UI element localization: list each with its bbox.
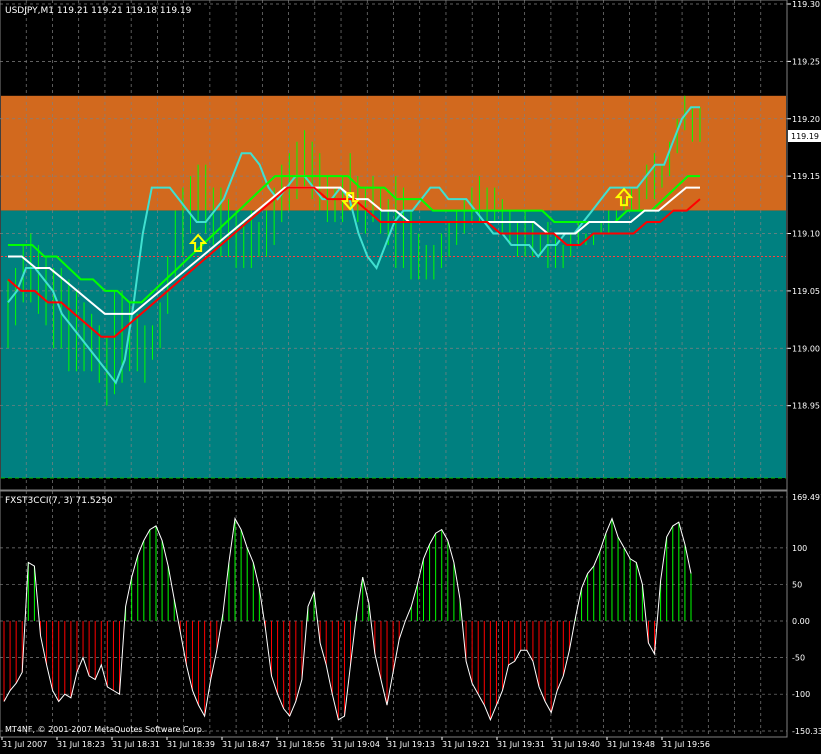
cci-tick-label: 169.491 (792, 493, 821, 502)
price-tick-label: 118.95 (792, 402, 820, 411)
time-label: 31 Jul 19:04 (332, 740, 380, 749)
time-label: 31 Jul 19:56 (662, 740, 710, 749)
price-bars (7, 95, 701, 406)
price-tick-label: 119.15 (792, 172, 820, 181)
time-label: 31 Jul 19:13 (387, 740, 435, 749)
cci-panel: 169.491 100 50 0.00 -50 -100 -150.331 FXST3CCI… (0, 490, 821, 738)
cci-title: FXST3CCI(7, 3) 71.5250 (5, 496, 113, 506)
time-label: 31 Jul 2007 (2, 740, 47, 749)
cci-tick-label: 0.00 (792, 617, 810, 626)
time-label: 31 Jul 19:31 (497, 740, 545, 749)
current-price-box (788, 130, 821, 142)
time-label: 31 Jul 18:56 (277, 740, 325, 749)
price-tick-label: 119.05 (792, 287, 820, 296)
copyright-text: MT4NF, © 2001-2007 MetaQuotes Software C… (5, 725, 204, 734)
price-grid (0, 0, 787, 490)
signal-arrows (188, 187, 634, 252)
time-axis: 31 Jul 2007 31 Jul 18:23 31 Jul 18:31 31 Ju… (1, 737, 710, 749)
time-label: 31 Jul 19:48 (607, 740, 655, 749)
cci-line (3, 517, 692, 722)
arrow-up-icon (188, 233, 208, 252)
cci-panel-border (0, 490, 788, 738)
time-label: 31 Jul 18:47 (222, 740, 270, 749)
price-tick-label: 119.20 (792, 115, 820, 124)
arrow-up-icon (614, 187, 634, 207)
arrow-down-icon (340, 192, 360, 211)
time-label: 31 Jul 18:31 (112, 740, 160, 749)
price-tick-label: 119.30 (792, 0, 820, 9)
cci-grid (0, 491, 787, 737)
price-axis: 119.30 119.25 119.20 119.15 119.10 119.05 119.… (787, 0, 820, 411)
cci-axis: 169.491 100 50 0.00 -50 -100 -150.331 (792, 493, 821, 736)
current-price-label: 119.19 (791, 132, 819, 141)
cci-tick-label: -150.331 (792, 727, 821, 736)
cci-tick-label: -100 (792, 690, 810, 699)
cci-histogram (3, 518, 692, 720)
time-label: 31 Jul 18:23 (57, 740, 105, 749)
time-label: 31 Jul 19:21 (442, 740, 490, 749)
price-tick-label: 119.10 (792, 230, 820, 239)
cci-tick-label: 100 (792, 544, 807, 553)
price-tick-label: 119.25 (792, 57, 820, 66)
time-label: 31 Jul 19:40 (552, 740, 600, 749)
price-tick-label: 119.00 (792, 344, 820, 353)
indicator-line-fast_line (7, 106, 700, 385)
indicator-line-upper_band (8, 175, 700, 304)
price-chart-title: USDJPY,M1 119.21 119.21 119.18 119.19 (5, 6, 192, 16)
cci-tick-label: -50 (792, 654, 805, 663)
cci-tick-label: 50 (792, 580, 802, 589)
price-panel: 119.30 119.25 119.20 119.15 119.10 119.05 119.… (0, 0, 821, 491)
time-label: 31 Jul 18:39 (167, 740, 215, 749)
price-panel-border (0, 0, 788, 491)
